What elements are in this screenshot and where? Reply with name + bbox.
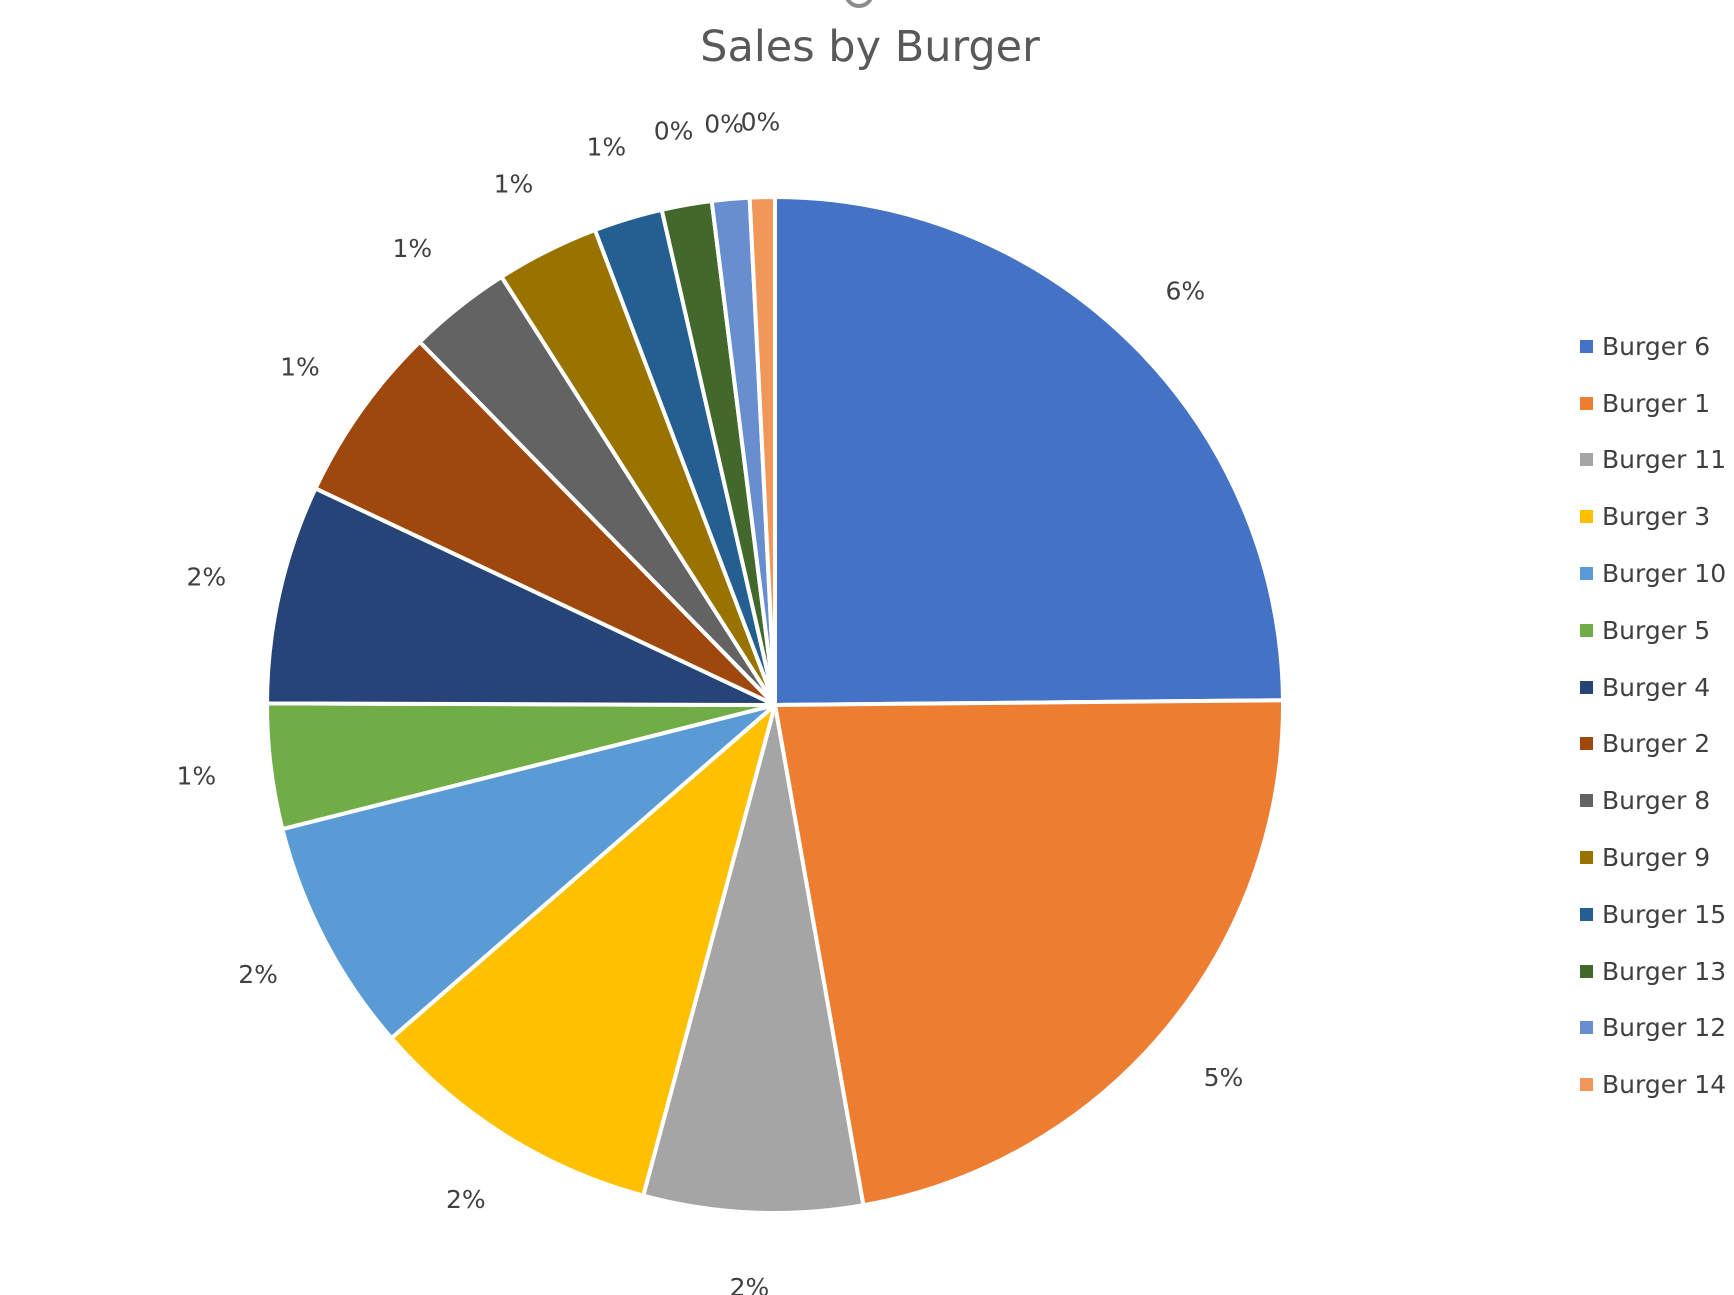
legend-label: Burger 10 (1602, 559, 1727, 589)
legend-label: Burger 5 (1602, 615, 1711, 645)
data-label-burger-3: 2% (446, 1185, 486, 1214)
pie-slice-burger-11 (641, 703, 866, 1215)
legend-swatch (1580, 737, 1593, 751)
data-label-burger-11: 2% (730, 1273, 770, 1295)
legend-entry-burger-1: Burger 1 (1580, 375, 1726, 432)
legend-label: Burger 2 (1602, 729, 1711, 759)
legend-label: Burger 14 (1602, 1070, 1727, 1100)
legend-label: Burger 6 (1602, 331, 1711, 361)
legend-label: Burger 9 (1602, 843, 1711, 873)
legend-swatch (1580, 339, 1593, 353)
legend-swatch (1580, 453, 1593, 467)
legend-label: Burger 15 (1602, 899, 1727, 929)
data-label-burger-6: 6% (1165, 276, 1205, 305)
legend-label: Burger 13 (1602, 956, 1727, 986)
data-label-burger-1: 5% (1204, 1063, 1244, 1092)
legend-entry-burger-12: Burger 12 (1580, 1000, 1726, 1057)
legend-entry-burger-8: Burger 8 (1580, 772, 1726, 829)
data-label-burger-4: 2% (186, 562, 226, 591)
legend-entry-burger-6: Burger 6 (1580, 318, 1726, 375)
legend-label: Burger 4 (1602, 672, 1711, 702)
pie-slice-burger-2 (313, 339, 777, 707)
legend-entry-burger-2: Burger 2 (1580, 716, 1726, 773)
legend-entry-burger-5: Burger 5 (1580, 602, 1726, 659)
legend-swatch (1580, 1078, 1593, 1092)
legend-swatch (1580, 567, 1593, 581)
pie-slice-burger-6 (773, 195, 1285, 707)
data-label-burger-13: 0% (654, 116, 694, 145)
legend-entry-burger-10: Burger 10 (1580, 545, 1726, 602)
pie-slice-burger-1 (773, 698, 1285, 1208)
chart-title: Sales by Burger (700, 22, 1040, 72)
pie-slice-burger-10 (280, 703, 777, 1041)
legend-entry-burger-3: Burger 3 (1580, 488, 1726, 545)
data-label-burger-9: 1% (494, 170, 534, 199)
data-label-burger-8: 1% (392, 234, 432, 263)
pie-slice-burger-4 (265, 486, 777, 707)
data-label-burger-12: 0% (704, 110, 744, 139)
legend: Burger 6 Burger 1 Burger 11 Burger 3 Burger … (1580, 318, 1726, 1113)
legend-swatch (1580, 964, 1593, 978)
data-labels: 6%5%2%2%2%1%2%1%1%1%1%0% 0%0% (176, 108, 1243, 1295)
legend-label: Burger 3 (1602, 502, 1711, 532)
title-fragment-icon (840, 0, 880, 8)
legend-entry-burger-4: Burger 4 (1580, 659, 1726, 716)
legend-swatch (1580, 907, 1593, 921)
pie-slices (265, 195, 1285, 1215)
legend-label: Burger 8 (1602, 786, 1711, 816)
legend-entry-burger-14: Burger 14 (1580, 1056, 1726, 1113)
legend-swatch (1580, 1021, 1593, 1035)
legend-label: Burger 12 (1602, 1013, 1727, 1043)
data-label-burger-2: 1% (280, 353, 320, 382)
pie-slice-burger-3 (389, 703, 777, 1198)
legend-entry-burger-9: Burger 9 (1580, 829, 1726, 886)
data-label-burger-14: 0% (741, 108, 781, 137)
legend-swatch (1580, 623, 1593, 637)
data-label-burger-10: 2% (238, 960, 278, 989)
legend-label: Burger 1 (1602, 388, 1711, 418)
legend-entry-burger-11: Burger 11 (1580, 432, 1726, 489)
legend-entry-burger-13: Burger 13 (1580, 943, 1726, 1000)
legend-swatch (1580, 396, 1593, 410)
data-label-burger-15: 1% (586, 132, 626, 161)
legend-entry-burger-15: Burger 15 (1580, 886, 1726, 943)
legend-swatch (1580, 680, 1593, 694)
data-label-burger-5: 1% (176, 761, 216, 790)
pie-slice-burger-14 (747, 195, 777, 707)
legend-swatch (1580, 851, 1593, 865)
legend-swatch (1580, 510, 1593, 524)
legend-label: Burger 11 (1602, 445, 1727, 475)
legend-swatch (1580, 794, 1593, 808)
